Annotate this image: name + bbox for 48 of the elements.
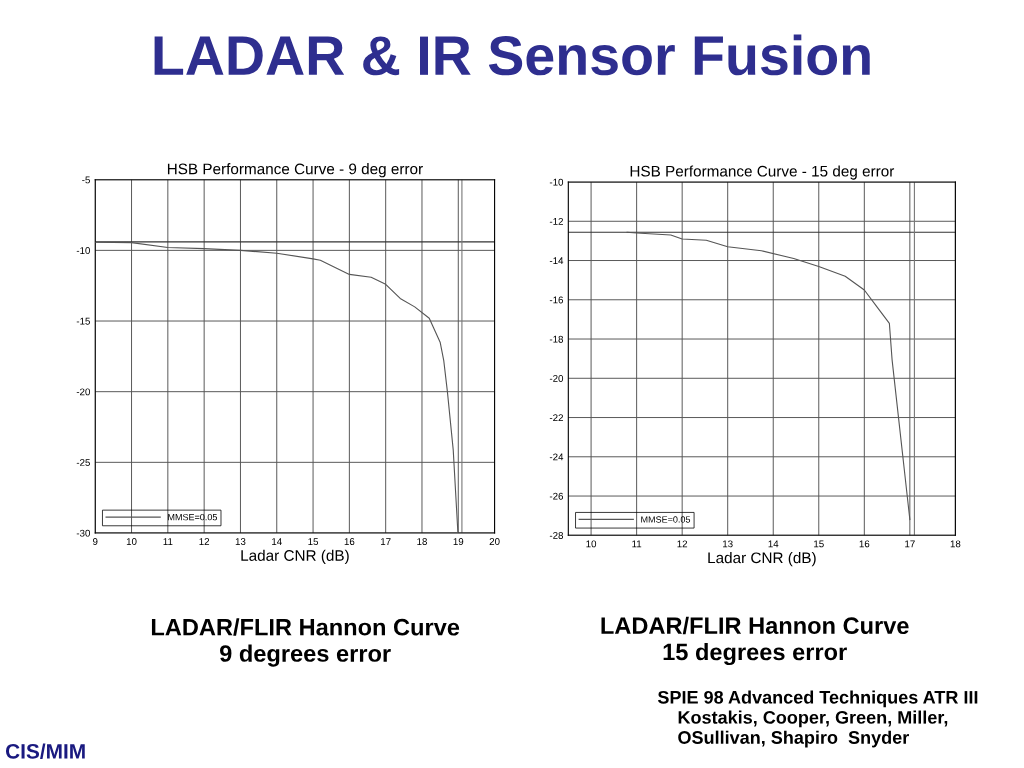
y-tick-label: -20 bbox=[76, 388, 90, 396]
y-tick-label: -30 bbox=[76, 529, 90, 537]
y-tick-label: -16 bbox=[549, 296, 564, 304]
y-tick-label: -12 bbox=[549, 218, 563, 225]
text: LADAR & IR Sensor Fusion bbox=[154, 34, 870, 76]
x-tick-label: 10 bbox=[126, 538, 137, 545]
x-tick-label: 17 bbox=[381, 538, 391, 545]
x-tick-label: 11 bbox=[163, 538, 173, 545]
text: LADAR/FLIR Hannon Curve 9 degrees error bbox=[151, 618, 460, 667]
x-tick-label: 16 bbox=[859, 540, 870, 548]
chart-title: HSB Performance Curve - 15 deg error bbox=[630, 165, 895, 180]
y-tick-label: -5 bbox=[82, 176, 90, 184]
text: CIS/MIM bbox=[5, 743, 85, 759]
x-tick-label: 16 bbox=[344, 538, 355, 545]
x-tick-label: 17 bbox=[905, 540, 915, 548]
y-tick-label: -20 bbox=[549, 375, 564, 382]
chart-title: HSB Performance Curve - 9 deg error bbox=[167, 163, 423, 178]
y-tick-label: -28 bbox=[549, 532, 564, 539]
y-tick-label: -14 bbox=[549, 257, 564, 265]
x-tick-label: 12 bbox=[199, 538, 210, 545]
x-tick-label: 18 bbox=[417, 538, 427, 545]
y-tick-label: -18 bbox=[549, 335, 564, 343]
x-tick-label: 19 bbox=[453, 538, 464, 545]
y-tick-label: -25 bbox=[76, 459, 90, 466]
y-tick-label: -22 bbox=[549, 414, 563, 422]
x-tick-label: 12 bbox=[677, 540, 688, 548]
text: MMSE=0.05 bbox=[168, 513, 217, 521]
x-tick-label: 9 bbox=[92, 538, 98, 545]
x-axis-title: Ladar CNR (dB) bbox=[241, 549, 349, 564]
x-tick-label: 18 bbox=[950, 540, 961, 548]
x-tick-label: 20 bbox=[489, 538, 500, 545]
x-tick-label: 15 bbox=[308, 538, 319, 545]
x-tick-label: 14 bbox=[768, 540, 779, 548]
y-tick-label: -26 bbox=[549, 492, 564, 500]
y-tick-label: -10 bbox=[76, 247, 90, 254]
x-tick-label: 11 bbox=[632, 540, 642, 548]
text: LADAR/FLIR Hannon Curve 15 degrees error bbox=[601, 616, 909, 666]
x-tick-label: 13 bbox=[235, 538, 246, 545]
text: SPIE 98 Advanced Techniques ATR III Kostakis, Cooper, Green, Miller, OSullivan, Shapiro Snyder bbox=[657, 690, 978, 748]
x-tick-label: 10 bbox=[586, 540, 597, 548]
text: MMSE=0.05 bbox=[641, 516, 691, 523]
y-tick-label: -24 bbox=[549, 453, 564, 461]
y-tick-label: -15 bbox=[76, 317, 90, 325]
x-axis-title: Ladar CNR (dB) bbox=[708, 552, 816, 567]
x-tick-label: 14 bbox=[272, 538, 282, 545]
x-tick-label: 13 bbox=[723, 540, 733, 548]
y-tick-label: -10 bbox=[549, 178, 564, 186]
x-tick-label: 15 bbox=[814, 540, 824, 548]
